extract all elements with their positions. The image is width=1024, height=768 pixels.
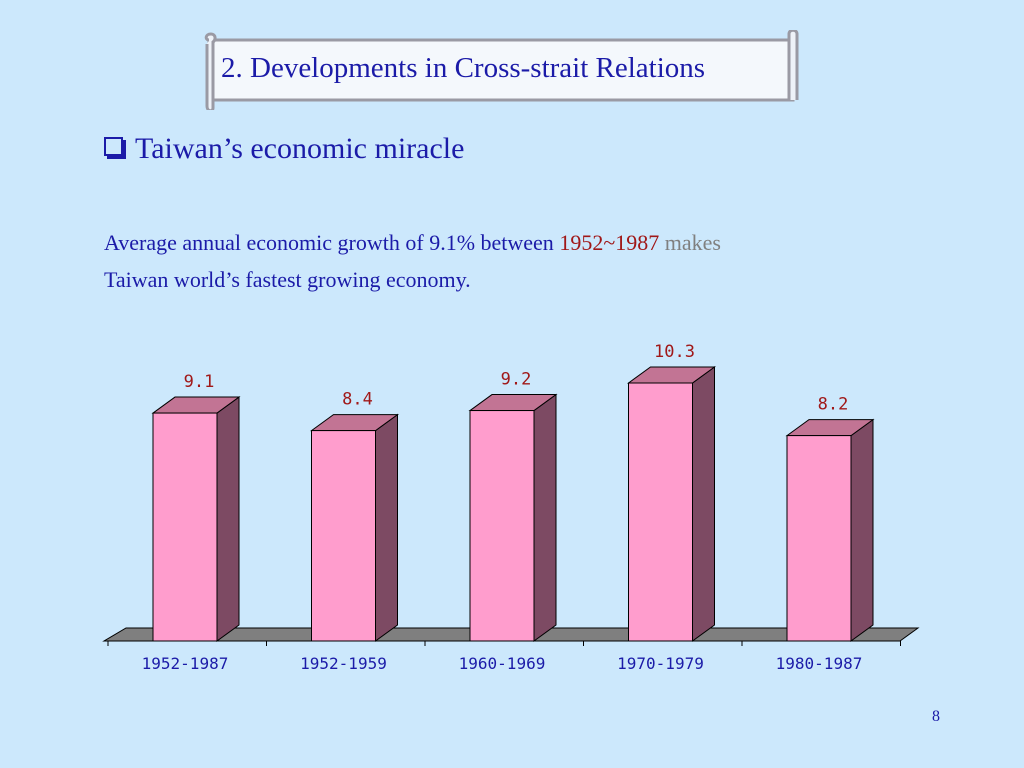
bar	[786, 435, 852, 642]
bar-side	[533, 393, 557, 642]
bar-side	[216, 396, 240, 642]
x-tick-label: 1960-1969	[459, 654, 546, 673]
bar	[628, 382, 693, 642]
page-number: 8	[932, 708, 940, 725]
data-label: 10.3	[654, 342, 695, 362]
bar	[469, 410, 535, 642]
x-tick-label: 1980-1987	[776, 654, 863, 673]
body-highlight-makes: makes	[659, 230, 721, 255]
x-tick-label: 1952-1959	[300, 654, 387, 673]
title-banner: 2. Developments in Cross-strait Relation…	[203, 30, 799, 110]
data-label: 9.1	[184, 372, 215, 392]
bar-side	[850, 418, 874, 642]
bar	[152, 412, 218, 642]
bar-side	[375, 413, 398, 642]
bar	[311, 430, 376, 642]
body-paragraph: Average annual economic growth of 9.1% b…	[104, 224, 944, 298]
body-text-part1: Average annual economic growth of 9.1% b…	[104, 230, 560, 255]
data-label: 8.2	[818, 395, 849, 415]
slide-title: 2. Developments in Cross-strait Relation…	[221, 52, 706, 84]
bullet-item: Taiwan’s economic miracle	[104, 132, 464, 166]
data-label: 9.2	[501, 370, 532, 390]
bullet-text: Taiwan’s economic miracle	[135, 132, 465, 165]
bar-side	[692, 366, 715, 642]
body-highlight-years: 1952~1987	[559, 230, 660, 255]
checkbox-bullet-icon	[104, 137, 123, 156]
scroll-banner-shape	[204, 30, 799, 110]
data-label: 8.4	[342, 390, 373, 410]
x-tick-label: 1970-1979	[617, 654, 704, 673]
body-text-part2: Taiwan world’s fastest growing economy.	[104, 267, 471, 292]
x-tick-label: 1952-1987	[142, 654, 229, 673]
